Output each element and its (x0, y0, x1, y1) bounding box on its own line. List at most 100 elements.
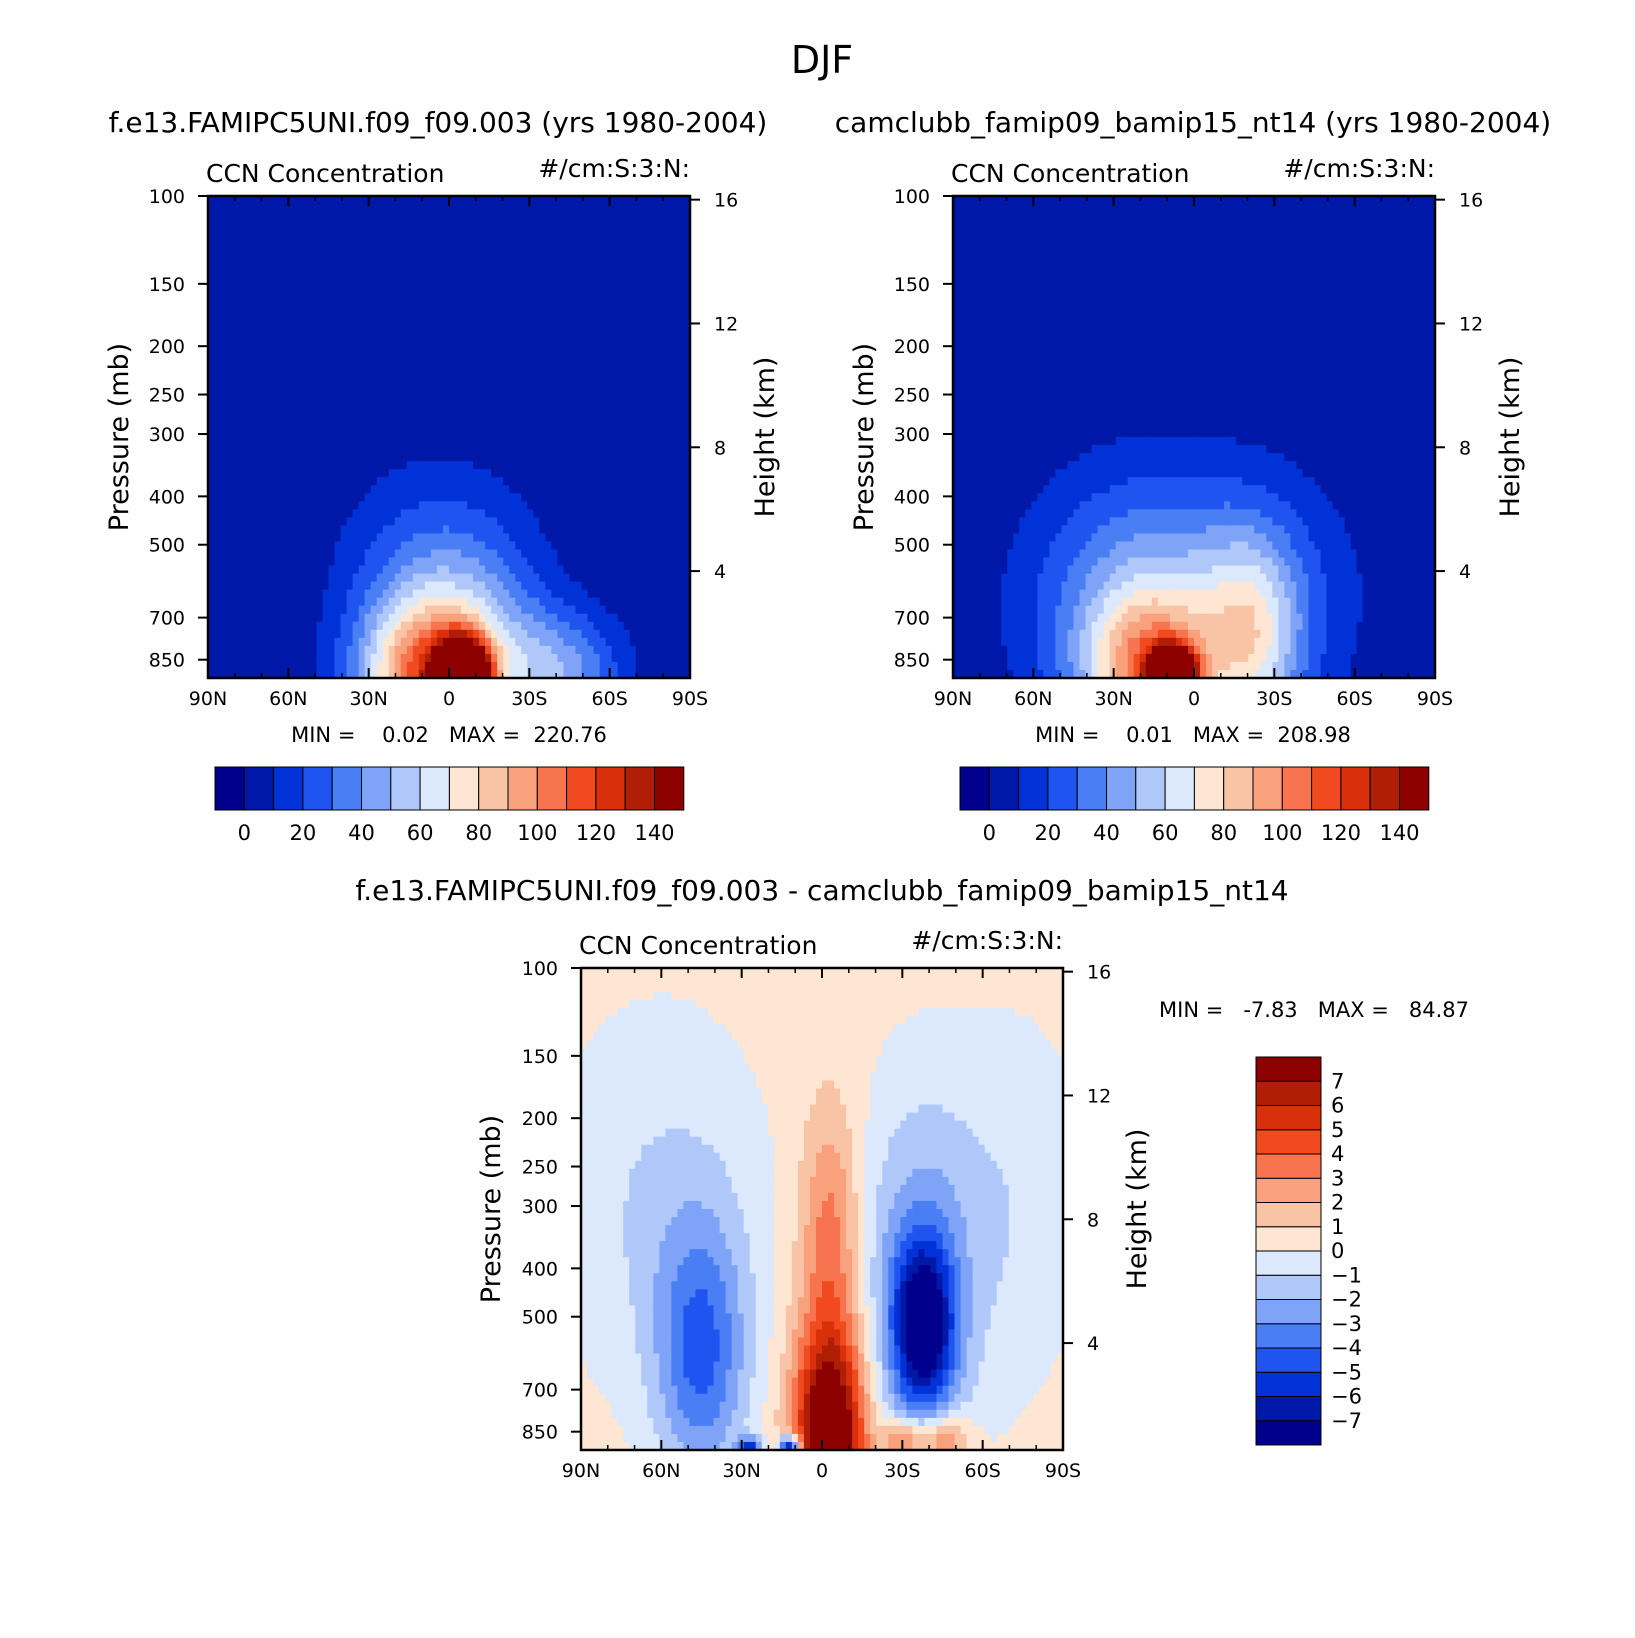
contour-cell (611, 517, 619, 526)
contour-cell (665, 557, 673, 567)
contour-cell (274, 292, 281, 302)
contour-cell (394, 204, 402, 213)
contour-cell (340, 316, 348, 326)
contour-cell (485, 340, 492, 350)
contour-cell (467, 404, 474, 414)
contour-cell (382, 348, 390, 358)
contour-cell (605, 445, 613, 454)
contour-cell (436, 589, 444, 599)
contour-cell (581, 268, 589, 277)
contour-cell (671, 661, 679, 671)
contour-cell (527, 276, 534, 285)
contour-cell (358, 485, 366, 494)
contour-cell (262, 533, 269, 543)
contour-cell (605, 380, 613, 390)
contour-cell (388, 605, 396, 615)
contour-cell (611, 565, 619, 575)
contour-cell (677, 396, 685, 406)
contour-cell (304, 557, 312, 567)
contour-cell (671, 212, 679, 221)
contour-cell (491, 485, 498, 494)
contour-cell (593, 469, 601, 478)
contour-cell (515, 220, 522, 229)
contour-cell (268, 549, 275, 559)
contour-cell (461, 573, 468, 583)
contour-cell (340, 541, 348, 551)
contour-cell (328, 597, 336, 607)
contour-cell (659, 372, 667, 382)
contour-cell (238, 220, 245, 229)
contour-cell (352, 220, 360, 229)
contour-cell (473, 661, 480, 671)
contour-cell (286, 196, 293, 205)
contour-cell (623, 372, 631, 382)
contour-cell (250, 388, 257, 398)
contour-cell (400, 260, 408, 269)
contour-cell (358, 316, 366, 326)
contour-cell (503, 445, 510, 454)
contour-cell (418, 613, 426, 623)
contour-cell (959, 308, 966, 318)
contour-cell (485, 228, 492, 237)
contour-cell (623, 629, 631, 639)
contour-cell (424, 220, 432, 229)
contour-cell (953, 437, 960, 446)
contour-cell (449, 364, 456, 374)
contour-cell (479, 605, 486, 615)
contour-cell (647, 228, 655, 237)
contour-cell (509, 308, 516, 318)
contour-cell (388, 613, 396, 623)
contour-cell (430, 541, 438, 551)
contour-cell (334, 212, 342, 221)
contour-cell (647, 621, 655, 631)
contour-cell (388, 220, 396, 229)
contour-cell (533, 557, 540, 567)
contour-cell (430, 340, 438, 350)
contour-cell (677, 437, 685, 446)
contour-cell (653, 613, 661, 623)
contour-cell (256, 268, 263, 277)
contour-cell (641, 509, 649, 518)
contour-cell (569, 212, 577, 221)
contour-cell (232, 613, 239, 623)
contour-cell (533, 340, 540, 350)
contour-cell (340, 356, 348, 366)
contour-cell (569, 437, 577, 446)
contour-cell (515, 228, 522, 237)
contour-cell (424, 501, 432, 510)
contour-cell (280, 364, 287, 374)
contour-cell (286, 356, 293, 366)
contour-cell (449, 637, 456, 647)
contour-cell (424, 380, 432, 390)
contour-cell (238, 252, 245, 261)
contour-cell (274, 493, 281, 502)
contour-cell (250, 549, 257, 559)
contour-cell (424, 477, 432, 486)
contour-cell (346, 621, 354, 631)
contour-cell (491, 316, 498, 326)
contour-cell (653, 469, 661, 478)
contour-cell (539, 300, 547, 310)
contour-cell (491, 356, 498, 366)
contour-cell (473, 645, 480, 655)
contour-cell (641, 220, 649, 229)
contour-cell (430, 445, 438, 454)
contour-cell (599, 332, 607, 342)
contour-cell (346, 252, 354, 261)
contour-cell (214, 477, 221, 486)
contour-cell (683, 573, 690, 583)
contour-cell (208, 501, 215, 510)
contour-cell (358, 284, 366, 293)
contour-cell (959, 372, 966, 382)
contour-cell (424, 621, 432, 631)
contour-cell (575, 356, 583, 366)
contour-cell (220, 308, 227, 318)
contour-cell (659, 653, 667, 663)
contour-cell (671, 220, 679, 229)
contour-cell (449, 549, 456, 559)
contour-cell (581, 565, 589, 575)
contour-cell (256, 637, 263, 647)
contour-cell (503, 525, 510, 534)
contour-cell (418, 541, 426, 551)
contour-cell (256, 228, 263, 237)
